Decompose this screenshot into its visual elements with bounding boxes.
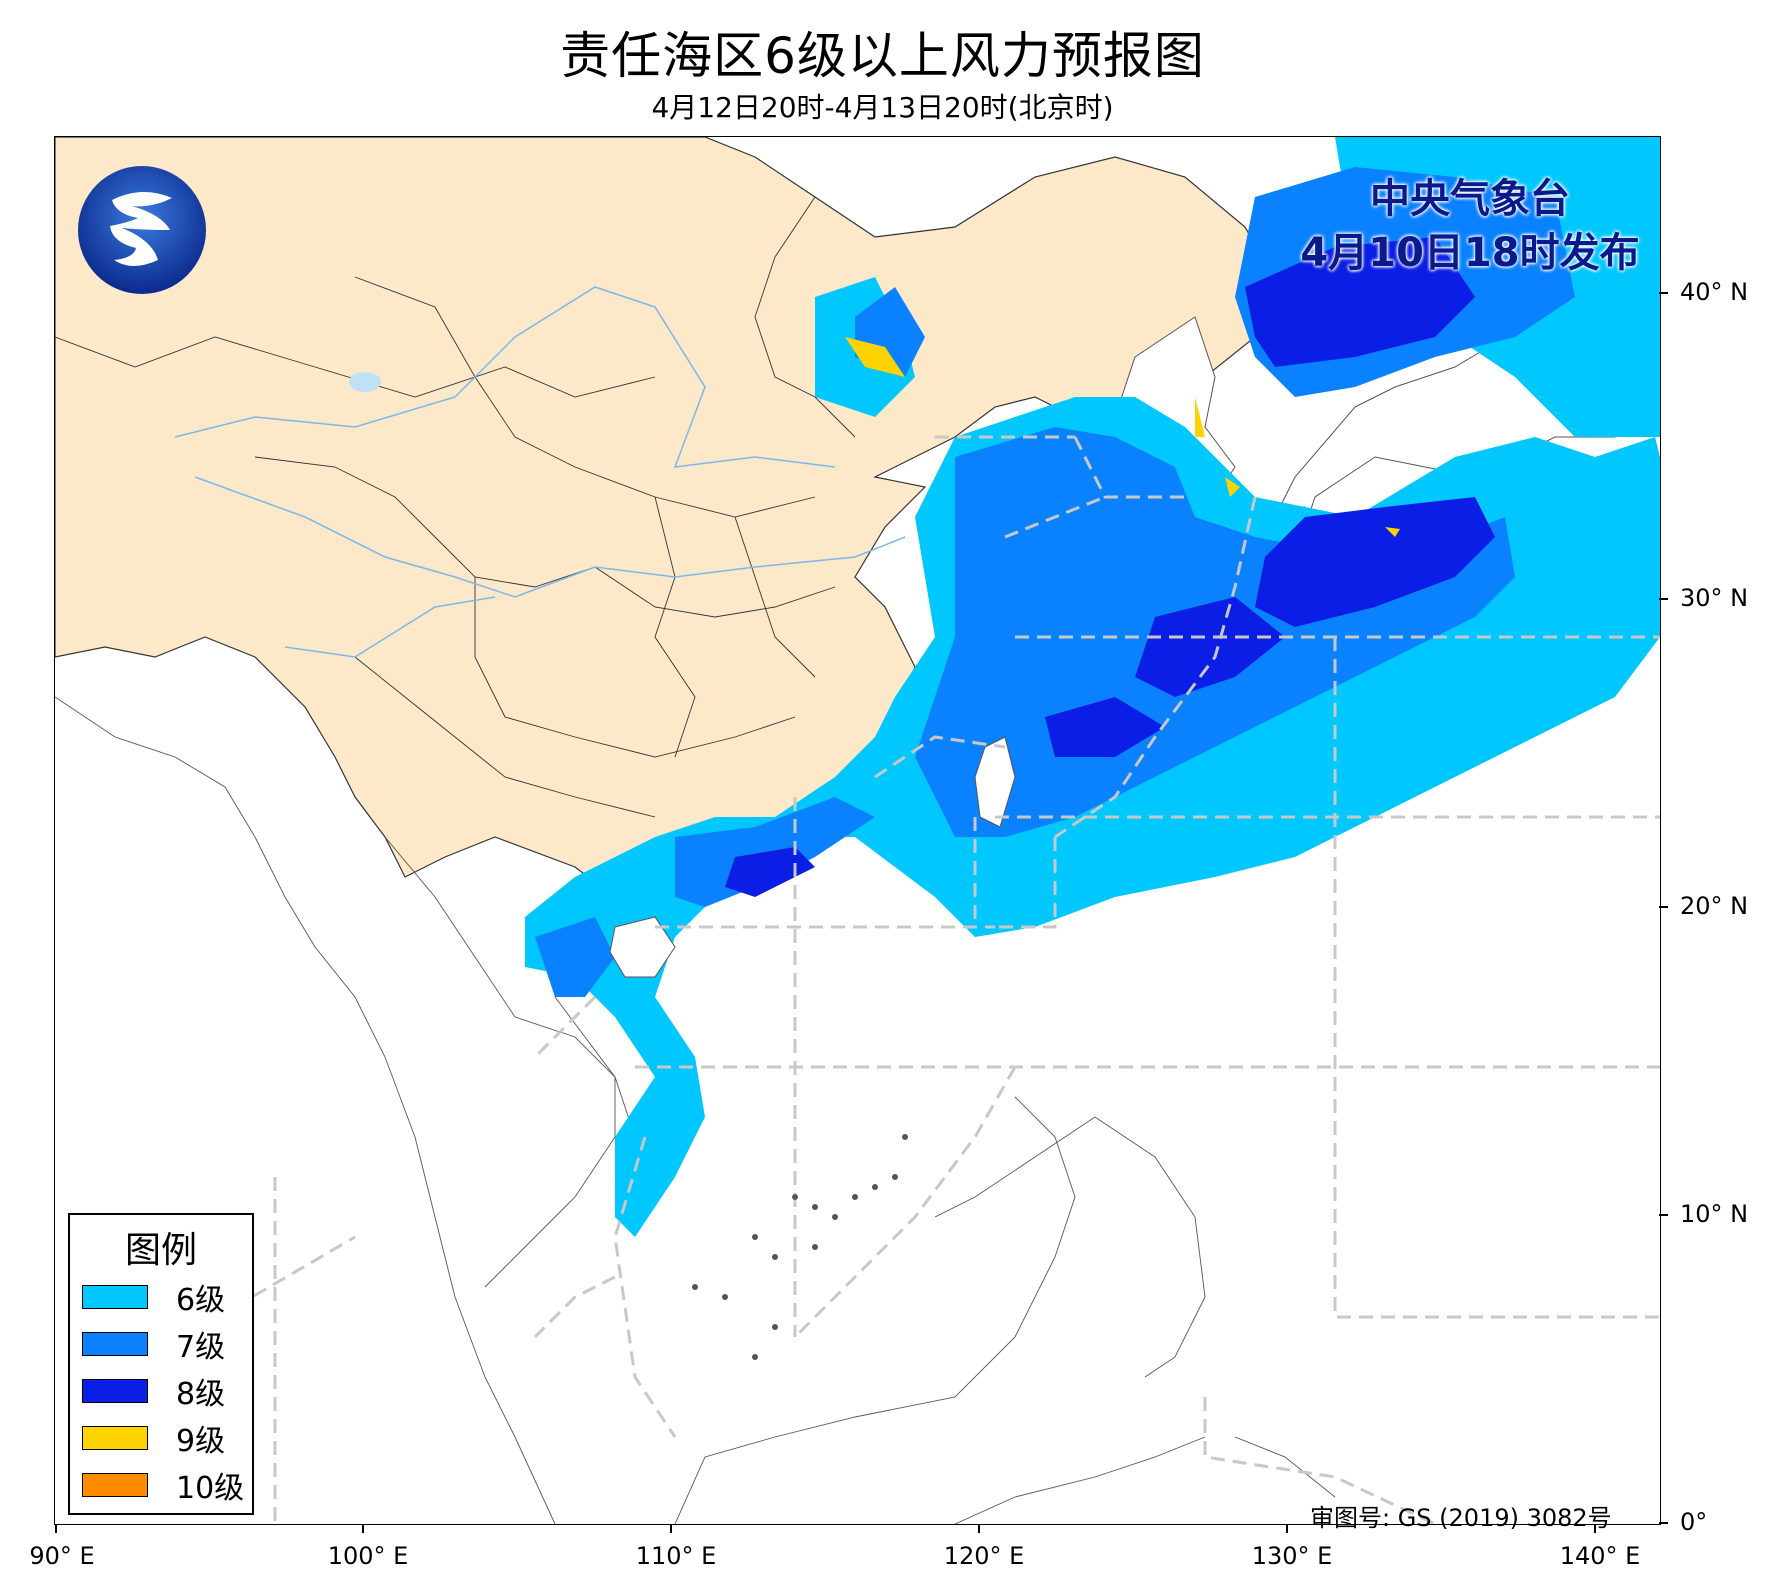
china-land bbox=[55, 137, 1286, 908]
lon-tick bbox=[1286, 1524, 1288, 1533]
lon-label-90: 90° E bbox=[29, 1542, 95, 1570]
legend-swatch bbox=[82, 1332, 148, 1356]
map-canvas bbox=[55, 137, 1660, 1524]
legend-swatch bbox=[82, 1379, 148, 1403]
map-subtitle: 4月12日20时-4月13日20时(北京时) bbox=[651, 91, 1114, 124]
lat-label-30: 30° N bbox=[1680, 584, 1749, 612]
legend-item: 10级 bbox=[82, 1465, 245, 1506]
legend-label: 10级 bbox=[176, 1471, 245, 1506]
legend: 图例 6级 7级 8级 9级 10级 bbox=[68, 1213, 254, 1515]
map-area[interactable] bbox=[54, 136, 1661, 1525]
south-china-sea-islands bbox=[692, 1134, 908, 1360]
qinghai-lake bbox=[349, 372, 381, 392]
legend-swatch bbox=[82, 1473, 148, 1497]
lon-tick bbox=[362, 1524, 364, 1533]
issuer-name: 中央气象台 bbox=[1370, 176, 1570, 222]
legend-label: 8级 bbox=[176, 1377, 226, 1412]
cma-logo-icon bbox=[78, 166, 206, 294]
legend-label: 7级 bbox=[176, 1330, 226, 1365]
lon-tick bbox=[55, 1524, 57, 1533]
legend-swatch bbox=[82, 1426, 148, 1450]
lon-label-130: 130° E bbox=[1251, 1542, 1333, 1570]
lat-tick bbox=[1659, 906, 1668, 908]
lat-tick bbox=[1659, 1214, 1668, 1216]
legend-title: 图例 bbox=[124, 1230, 197, 1271]
legend-item: 9级 bbox=[82, 1418, 226, 1459]
wind-9 bbox=[845, 337, 1400, 537]
rivers bbox=[174, 286, 906, 658]
legend-item: 6级 bbox=[82, 1277, 226, 1318]
legend-label: 9级 bbox=[176, 1424, 226, 1459]
lon-tick bbox=[978, 1524, 980, 1533]
lon-label-110: 110° E bbox=[635, 1542, 717, 1570]
lon-label-120: 120° E bbox=[943, 1542, 1025, 1570]
lon-tick bbox=[1594, 1524, 1596, 1533]
province-borders bbox=[55, 196, 856, 818]
lat-label-40: 40° N bbox=[1680, 278, 1749, 306]
taiwan-land bbox=[974, 736, 1016, 828]
legend-item: 8级 bbox=[82, 1371, 226, 1412]
lat-label-20: 20° N bbox=[1680, 892, 1749, 920]
issuer-block: 中央气象台 4月10日18时发布 bbox=[1280, 172, 1660, 280]
legend-label: 6级 bbox=[176, 1283, 226, 1318]
lon-label-100: 100° E bbox=[327, 1542, 409, 1570]
lat-tick bbox=[1659, 292, 1668, 294]
approval-number: 审图号: GS (2019) 3082号 bbox=[1310, 1504, 1612, 1532]
wind-8 bbox=[725, 237, 1495, 897]
legend-swatch bbox=[82, 1285, 148, 1309]
lat-tick bbox=[1659, 1522, 1668, 1524]
lon-label-140: 140° E bbox=[1559, 1542, 1641, 1570]
map-title: 责任海区6级以上风力预报图 bbox=[560, 27, 1205, 85]
lat-label-10: 10° N bbox=[1680, 1200, 1749, 1228]
lon-tick bbox=[670, 1524, 672, 1533]
hainan-land bbox=[609, 916, 676, 978]
sea-area-boundaries bbox=[234, 435, 1660, 1524]
lat-label-0: 0° bbox=[1680, 1508, 1708, 1536]
legend-item: 7级 bbox=[82, 1324, 226, 1365]
lat-tick bbox=[1659, 598, 1668, 600]
issue-time: 4月10日18时发布 bbox=[1300, 230, 1640, 276]
neighbor-borders bbox=[55, 696, 1336, 1524]
